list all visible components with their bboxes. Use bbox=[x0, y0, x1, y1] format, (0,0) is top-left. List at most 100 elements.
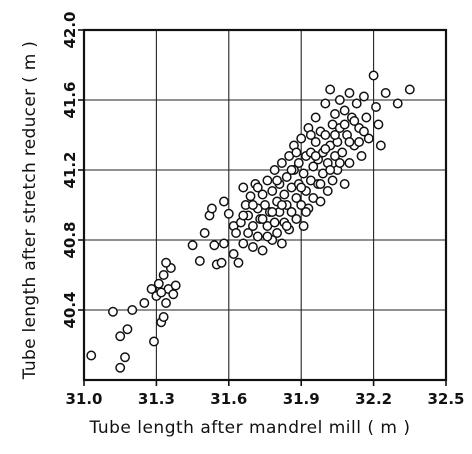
data-point bbox=[269, 217, 280, 228]
data-point bbox=[168, 289, 179, 300]
data-point bbox=[298, 168, 309, 179]
data-point bbox=[293, 158, 304, 168]
data-point bbox=[404, 84, 415, 95]
data-point bbox=[373, 119, 384, 130]
y-axis-label: Tube length after stretch reducer ( m ) bbox=[20, 40, 40, 380]
data-point bbox=[356, 151, 367, 161]
x-tick-label: 31.0 bbox=[65, 390, 102, 408]
x-tick-label: 32.5 bbox=[427, 390, 464, 408]
data-point bbox=[187, 240, 198, 251]
data-point bbox=[158, 312, 169, 322]
data-point bbox=[153, 278, 164, 289]
data-point bbox=[247, 221, 258, 231]
data-point bbox=[194, 256, 205, 266]
data-point bbox=[310, 137, 321, 147]
data-point bbox=[260, 200, 270, 210]
data-point bbox=[291, 214, 302, 224]
data-point bbox=[257, 245, 268, 256]
data-point bbox=[339, 179, 350, 189]
data-point bbox=[279, 189, 290, 200]
x-tick-label: 31.6 bbox=[210, 390, 247, 408]
data-point bbox=[363, 133, 374, 144]
data-point bbox=[115, 362, 126, 373]
y-tick-label: 41.6 bbox=[61, 81, 79, 118]
data-point bbox=[375, 140, 386, 151]
data-point bbox=[291, 147, 302, 158]
data-point bbox=[269, 165, 280, 175]
data-point bbox=[337, 147, 348, 158]
data-point bbox=[351, 98, 362, 109]
x-axis-label: Tube length after mandrel mill ( m ) bbox=[89, 418, 411, 438]
data-point bbox=[339, 105, 350, 116]
data-point bbox=[281, 172, 292, 182]
data-point bbox=[361, 112, 372, 123]
data-point bbox=[127, 305, 138, 315]
data-point bbox=[158, 270, 169, 280]
data-point bbox=[325, 84, 336, 95]
data-point bbox=[320, 130, 331, 140]
data-point bbox=[115, 331, 126, 342]
data-point bbox=[334, 158, 345, 168]
data-point bbox=[139, 298, 150, 308]
data-point bbox=[262, 231, 273, 242]
data-point bbox=[310, 112, 321, 123]
data-point bbox=[120, 352, 130, 363]
y-tick-label: 40.4 bbox=[61, 291, 79, 328]
data-point bbox=[149, 336, 159, 347]
data-point bbox=[257, 189, 268, 200]
data-point bbox=[231, 228, 241, 238]
data-point bbox=[161, 257, 172, 268]
data-point bbox=[298, 221, 309, 231]
data-point bbox=[206, 203, 217, 214]
data-point bbox=[301, 207, 311, 217]
data-point bbox=[238, 238, 249, 249]
data-point bbox=[252, 231, 263, 242]
data-point bbox=[281, 221, 292, 231]
data-point bbox=[216, 257, 227, 268]
data-point bbox=[276, 200, 287, 210]
data-point bbox=[209, 240, 220, 251]
data-point bbox=[320, 144, 331, 154]
data-point bbox=[267, 186, 278, 196]
x-tick-label: 31.9 bbox=[283, 390, 320, 408]
data-point bbox=[170, 280, 181, 291]
data-point bbox=[330, 130, 340, 140]
data-point bbox=[286, 165, 297, 175]
data-point bbox=[305, 130, 316, 140]
data-point bbox=[344, 88, 355, 98]
data-point bbox=[276, 238, 287, 249]
data-point bbox=[315, 196, 326, 207]
data-point bbox=[330, 109, 340, 119]
data-point bbox=[122, 324, 133, 335]
data-point bbox=[291, 193, 302, 203]
data-point bbox=[219, 238, 229, 249]
data-point bbox=[380, 88, 391, 98]
data-point bbox=[146, 284, 157, 294]
data-point bbox=[296, 133, 307, 144]
y-tick-label: 40.8 bbox=[61, 221, 79, 258]
data-point bbox=[219, 196, 229, 207]
data-point bbox=[228, 249, 239, 259]
data-point bbox=[267, 207, 278, 217]
data-point bbox=[371, 102, 381, 112]
data-point bbox=[310, 151, 321, 161]
data-point bbox=[392, 98, 403, 109]
data-point bbox=[322, 186, 333, 196]
data-point bbox=[243, 228, 254, 238]
data-point bbox=[233, 257, 244, 268]
data-point bbox=[315, 179, 326, 189]
data-point bbox=[349, 116, 360, 126]
data-point bbox=[238, 210, 249, 221]
y-tick-label: 41.2 bbox=[61, 151, 79, 188]
data-point bbox=[245, 191, 256, 202]
plot-frame bbox=[82, 28, 448, 382]
x-tick-label: 31.3 bbox=[138, 390, 175, 408]
x-tick-label: 32.2 bbox=[355, 390, 392, 408]
data-point bbox=[344, 158, 355, 168]
data-point bbox=[325, 165, 336, 175]
data-point bbox=[161, 298, 172, 308]
data-point bbox=[247, 200, 258, 210]
data-point bbox=[108, 306, 118, 317]
